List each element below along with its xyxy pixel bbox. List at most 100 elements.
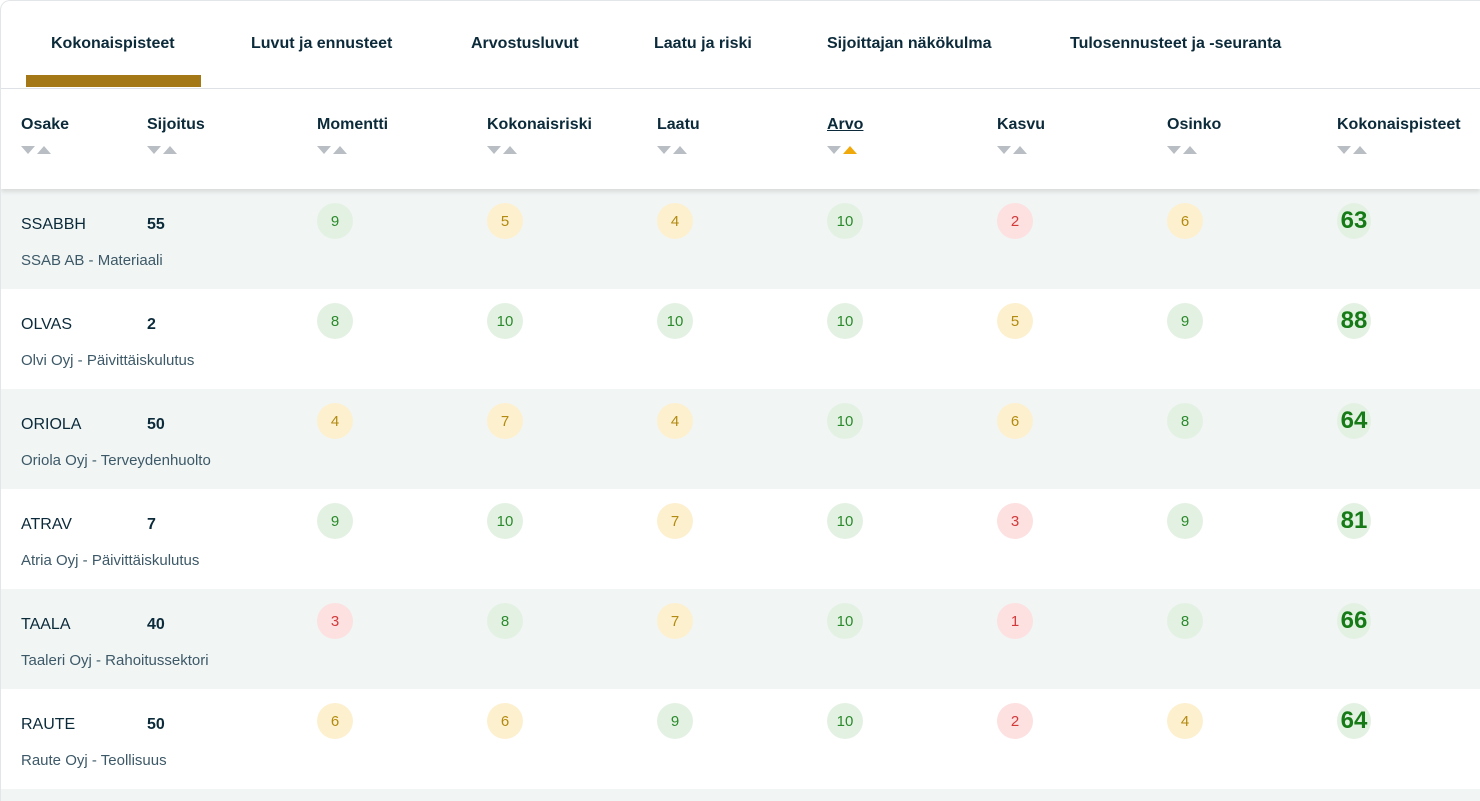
score-badge-kasvu: 5 (997, 303, 1033, 339)
sort-asc-icon[interactable] (1353, 146, 1367, 154)
score-badge-laatu: 7 (657, 503, 693, 539)
table-row[interactable]: OLVAS 2 Olvi Oyj - Päivittäiskulutus 8 10 10 1… (1, 289, 1480, 389)
score-badge-arvo: 10 (827, 603, 863, 639)
score-badge-arvo: 10 (827, 303, 863, 339)
sort-asc-icon[interactable] (673, 146, 687, 154)
score-badge-momentti: 3 (317, 603, 353, 639)
score-badge-arvo: 10 (827, 703, 863, 739)
sort-asc-icon[interactable] (37, 146, 51, 154)
sijoitus-rank: 7 (147, 516, 156, 533)
sijoitus-rank: 55 (147, 216, 165, 233)
table-row[interactable]: TAALA 40 Taaleri Oyj - Rahoitussektori 3 8 7 1… (1, 589, 1480, 689)
score-badge-osinko: 6 (1167, 203, 1203, 239)
sort-desc-icon[interactable] (1337, 146, 1351, 154)
table-header: Osake Sijoitus Momentti Kokonaisriski La… (1, 89, 1480, 189)
column-label-sorted[interactable]: Arvo (827, 116, 864, 133)
score-badge-kasvu: 6 (997, 403, 1033, 439)
score-badge-kokonaisriski: 5 (487, 203, 523, 239)
score-badge-arvo: 10 (827, 503, 863, 539)
score-badge-osinko: 9 (1167, 503, 1203, 539)
sort-controls (997, 146, 1045, 154)
sort-asc-icon[interactable] (163, 146, 177, 154)
column-label[interactable]: Momentti (317, 116, 389, 133)
stock-ticker[interactable]: ATRAV (21, 516, 72, 533)
column-header-momentti: Momentti (317, 116, 388, 154)
sort-controls (147, 146, 205, 154)
tab-arvostusluvut[interactable]: Arvostusluvut (471, 35, 579, 52)
score-badge-kokonaisriski: 8 (487, 603, 523, 639)
sort-desc-icon[interactable] (827, 146, 841, 154)
score-badge-kokonaisriski: 10 (487, 303, 523, 339)
sort-asc-icon[interactable] (503, 146, 517, 154)
tab-kokonaispisteet[interactable]: Kokonaispisteet (51, 35, 175, 52)
stock-ticker[interactable]: RAUTE (21, 716, 76, 733)
score-badge-kasvu: 1 (997, 603, 1033, 639)
total-score: 88 (1337, 303, 1371, 339)
sort-controls (317, 146, 388, 154)
score-badge-laatu: 9 (657, 703, 693, 739)
score-badge-kasvu: 2 (997, 703, 1033, 739)
tab-laatu-ja-riski[interactable]: Laatu ja riski (654, 35, 752, 52)
sort-desc-icon[interactable] (317, 146, 331, 154)
table-row[interactable]: ATRAV 7 Atria Oyj - Päivittäiskulutus 9 10 7 1… (1, 489, 1480, 589)
score-badge-momentti: 6 (317, 703, 353, 739)
table-row[interactable]: ORIOLA 50 Oriola Oyj - Terveydenhuolto 4 7 4 1… (1, 389, 1480, 489)
score-badge-arvo: 10 (827, 203, 863, 239)
column-header-kokonaispisteet: Kokonaispisteet (1337, 116, 1461, 154)
score-badge-laatu: 7 (657, 603, 693, 639)
company-name: SSAB AB - Materiaali (21, 252, 163, 269)
company-name: Taaleri Oyj - Rahoitussektori (21, 652, 209, 669)
sort-desc-icon[interactable] (147, 146, 161, 154)
score-badge-kasvu: 2 (997, 203, 1033, 239)
total-score: 63 (1337, 203, 1371, 239)
column-label[interactable]: Kasvu (997, 116, 1046, 133)
tab-sijoittajan-nakokulma[interactable]: Sijoittajan näkökulma (827, 35, 992, 52)
column-label[interactable]: Kokonaisriski (487, 116, 592, 133)
sort-desc-icon[interactable] (657, 146, 671, 154)
total-score: 64 (1337, 403, 1371, 439)
stock-ticker[interactable]: ORIOLA (21, 416, 82, 433)
column-header-laatu: Laatu (657, 116, 700, 154)
column-header-osake: Osake (21, 116, 69, 154)
column-label[interactable]: Osinko (1167, 116, 1222, 133)
tab-luvut-ja-ennusteet[interactable]: Luvut ja ennusteet (251, 35, 393, 52)
sijoitus-rank: 40 (147, 616, 165, 633)
column-label[interactable]: Laatu (657, 116, 700, 133)
stock-ticker[interactable]: SSABBH (21, 216, 86, 233)
sort-controls (827, 146, 863, 154)
sort-desc-icon[interactable] (1167, 146, 1181, 154)
sort-asc-icon[interactable] (1013, 146, 1027, 154)
column-label[interactable]: Sijoitus (147, 116, 205, 133)
score-badge-momentti: 8 (317, 303, 353, 339)
table-row[interactable]: RAUTE 50 Raute Oyj - Teollisuus 6 6 9 10 2 4 64 (1, 689, 1480, 789)
tab-tulosennusteet[interactable]: Tulosennusteet ja -seuranta (1070, 35, 1282, 52)
sort-controls (1167, 146, 1221, 154)
column-header-arvo: Arvo (827, 116, 863, 154)
sort-desc-icon[interactable] (21, 146, 35, 154)
company-name: Olvi Oyj - Päivittäiskulutus (21, 352, 195, 369)
sort-asc-active-icon[interactable] (843, 146, 857, 154)
score-badge-kokonaisriski: 6 (487, 703, 523, 739)
table-row[interactable]: SSABBH 55 SSAB AB - Materiaali 9 5 4 10 2 6 63 (1, 189, 1480, 289)
stock-ticker[interactable]: OLVAS (21, 316, 72, 333)
sort-desc-icon[interactable] (997, 146, 1011, 154)
score-badge-osinko: 8 (1167, 603, 1203, 639)
sort-asc-icon[interactable] (333, 146, 347, 154)
column-label[interactable]: Kokonaispisteet (1337, 116, 1461, 133)
sort-desc-icon[interactable] (487, 146, 501, 154)
score-badge-osinko: 4 (1167, 703, 1203, 739)
sort-asc-icon[interactable] (1183, 146, 1197, 154)
active-tab-indicator (26, 75, 201, 87)
total-score: 64 (1337, 703, 1371, 739)
column-header-osinko: Osinko (1167, 116, 1221, 154)
company-name: Atria Oyj - Päivittäiskulutus (21, 552, 200, 569)
stock-ticker[interactable]: TAALA (21, 616, 71, 633)
sort-controls (21, 146, 69, 154)
column-label[interactable]: Osake (21, 116, 70, 133)
sort-controls (657, 146, 700, 154)
sort-controls (487, 146, 592, 154)
table-body: SSABBH 55 SSAB AB - Materiaali 9 5 4 10 2 6 63 OLV… (1, 189, 1480, 789)
score-badge-osinko: 8 (1167, 403, 1203, 439)
column-header-sijoitus: Sijoitus (147, 116, 205, 154)
